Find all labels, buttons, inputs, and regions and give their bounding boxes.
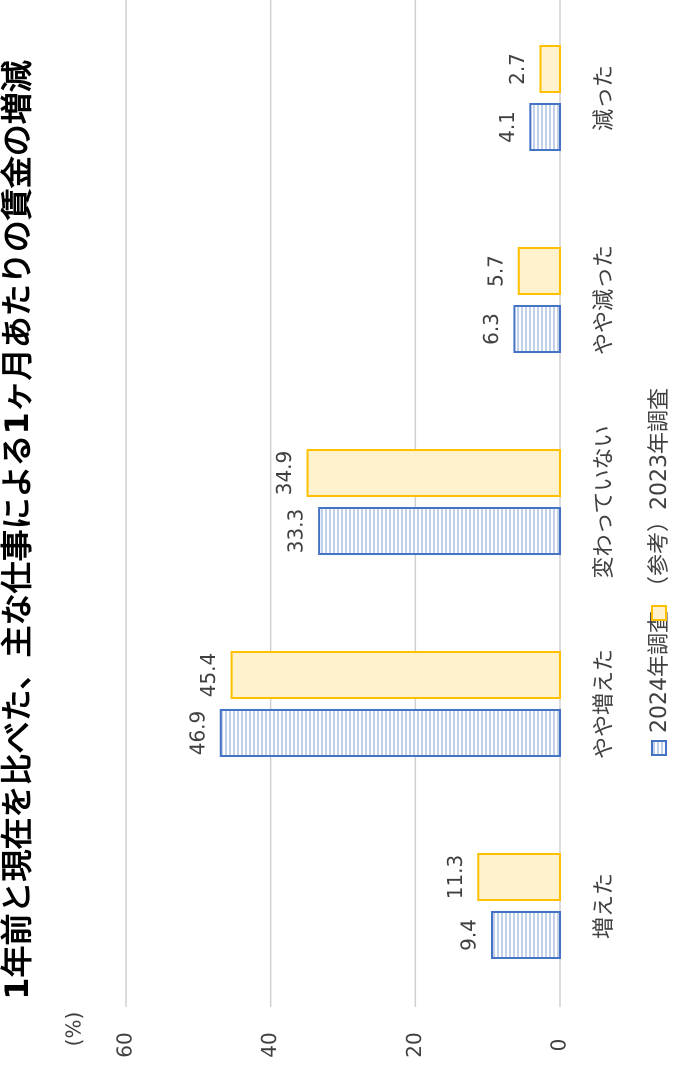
y-tick-label: 0 — [547, 1039, 571, 1052]
bar — [529, 103, 561, 151]
y-tick-label: 20 — [402, 1032, 426, 1057]
bar — [306, 449, 561, 497]
bar — [539, 45, 561, 93]
y-tick-label: 60 — [113, 1032, 137, 1057]
value-label: 46.9 — [185, 711, 209, 756]
bar — [513, 305, 561, 353]
value-label: 45.4 — [196, 653, 220, 698]
bar — [318, 507, 561, 555]
bar — [491, 911, 561, 959]
unit-label: (%) — [62, 1012, 86, 1047]
y-tick-label: 40 — [257, 1032, 281, 1057]
x-tick-label: やや減った — [592, 245, 617, 355]
value-label: 9.4 — [457, 919, 481, 951]
legend-label: 2024年調査 — [647, 611, 672, 733]
bar — [230, 651, 562, 699]
value-label: 5.7 — [483, 255, 507, 287]
bar — [517, 247, 562, 295]
bar — [477, 853, 561, 901]
legend-swatch — [651, 740, 667, 756]
legend-swatch — [651, 605, 667, 621]
x-tick-label: 変わっていない — [592, 426, 617, 579]
bar — [219, 709, 562, 757]
x-tick-label: やや増えた — [592, 649, 617, 759]
value-label: 34.9 — [272, 451, 296, 496]
value-label: 6.3 — [479, 313, 503, 345]
x-tick-label: 増えた — [592, 873, 617, 939]
value-label: 33.3 — [284, 509, 308, 554]
value-label: 2.7 — [505, 53, 529, 85]
value-label: 11.3 — [443, 855, 467, 900]
x-tick-label: 減った — [592, 65, 617, 131]
legend-label: （参考）2023年調査 — [647, 388, 672, 598]
value-label: 4.1 — [495, 111, 519, 143]
